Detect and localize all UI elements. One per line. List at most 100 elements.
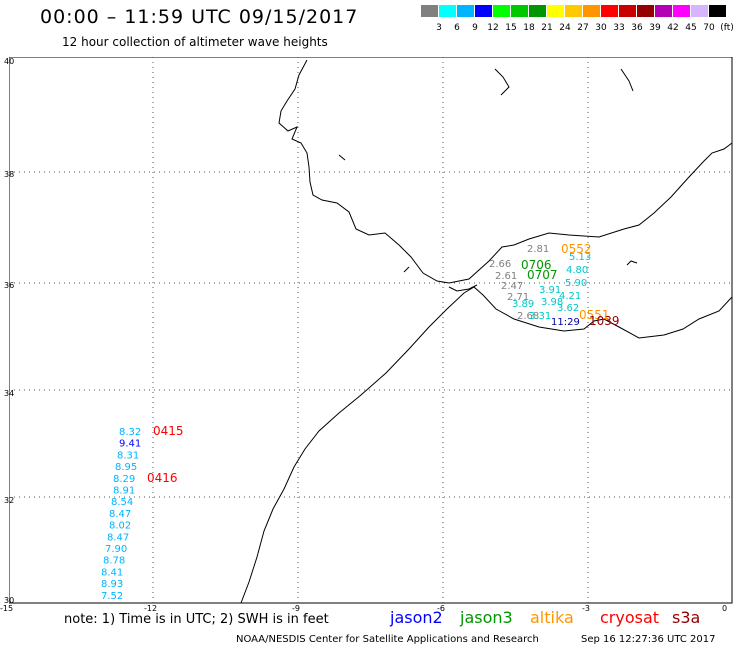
legend-cryosat: cryosat bbox=[600, 608, 660, 627]
lon-label: -6 bbox=[437, 604, 445, 613]
wave-height-label: 3.31 bbox=[529, 311, 551, 322]
wave-height-label: 9.41 bbox=[119, 439, 141, 450]
scale-label: 27 bbox=[577, 23, 589, 33]
wave-height-label: 8.31 bbox=[117, 450, 139, 461]
alboran-gray-values: 2.81 2.662.612.472.71 2.68 bbox=[489, 244, 549, 322]
scale-swatch bbox=[637, 5, 654, 17]
scale-label: 33 bbox=[613, 23, 625, 33]
pass-time-label: 0415 bbox=[153, 424, 184, 438]
scale-swatch bbox=[601, 5, 618, 17]
lat-label: 30 bbox=[4, 596, 15, 605]
scale-swatch bbox=[655, 5, 672, 17]
scale-swatch bbox=[421, 5, 438, 17]
wave-height-label: 7.90 bbox=[105, 544, 127, 555]
scale-label: 12 bbox=[487, 23, 499, 33]
scale-label: 21 bbox=[541, 23, 553, 33]
scale-label: 6 bbox=[454, 23, 460, 33]
pass-time-label: 1039 bbox=[589, 314, 620, 328]
scale-swatch bbox=[529, 5, 546, 17]
timestamp-text: Sep 16 12:27:36 UTC 2017 bbox=[581, 634, 716, 645]
scale-label: 42 bbox=[667, 23, 679, 33]
scale-swatch bbox=[493, 5, 510, 17]
wave-height-label: 2.47 bbox=[501, 281, 523, 292]
scale-swatch bbox=[565, 5, 582, 17]
scale-swatch bbox=[619, 5, 636, 17]
pass-time-label: 0416 bbox=[147, 471, 178, 485]
west-track-values: 8.329.418.318.958.298.918.548.478.028.47… bbox=[101, 427, 141, 602]
scale-label: 30 bbox=[595, 23, 607, 33]
alboran-cyan-values: 5.13 4.80 5.90 4.213.62 3.91 3.89 3.98 3.3111:2… bbox=[512, 252, 591, 328]
coastline bbox=[240, 59, 733, 604]
scale-label: 70 bbox=[703, 23, 715, 33]
scale-label: (ft) bbox=[720, 23, 734, 33]
lat-label: 36 bbox=[4, 281, 15, 290]
pass-time-label: 0552 bbox=[561, 242, 592, 256]
scale-label: 15 bbox=[505, 23, 517, 33]
wave-height-label: 5.90 bbox=[565, 278, 587, 289]
scale-swatch bbox=[439, 5, 456, 17]
wave-height-label: 8.93 bbox=[101, 579, 123, 590]
west-track-times: 0415 0416 bbox=[147, 424, 184, 485]
wave-height-label: 5.13 bbox=[569, 252, 591, 263]
footer-note: note: 1) Time is in UTC; 2) SWH is in fe… bbox=[64, 612, 329, 627]
wave-height-label: 4.21 bbox=[559, 291, 581, 302]
scale-swatch bbox=[547, 5, 564, 17]
scale-label: 36 bbox=[631, 23, 643, 33]
pass-time-label: 0707 bbox=[527, 268, 558, 282]
wave-height-label: 2.61 bbox=[495, 271, 517, 282]
wave-height-label: 2.68 bbox=[517, 311, 539, 322]
lat-label: 32 bbox=[4, 496, 15, 505]
wave-height-label: 2.81 bbox=[527, 244, 549, 255]
lat-label: 34 bbox=[4, 389, 15, 398]
legend-jason2: jason2 bbox=[390, 608, 443, 627]
lon-label: -3 bbox=[582, 604, 590, 613]
pass-time-label: 0551 bbox=[579, 308, 610, 322]
wave-height-label: 4.80 bbox=[566, 265, 588, 276]
wave-height-label: 3.62 bbox=[557, 303, 579, 314]
map-grid bbox=[9, 57, 732, 603]
wave-height-label: 8.47 bbox=[107, 532, 129, 543]
wave-height-map: 8.329.418.318.958.298.918.548.478.028.47… bbox=[9, 57, 733, 604]
legend-altika: altika bbox=[530, 608, 574, 627]
lon-label: -9 bbox=[292, 604, 300, 613]
credit-text: NOAA/NESDIS Center for Satellite Applica… bbox=[236, 634, 539, 645]
scale-label: 9 bbox=[472, 23, 478, 33]
wave-height-label: 3.98 bbox=[541, 297, 563, 308]
lat-label: 38 bbox=[4, 170, 15, 179]
lon-label: -15 bbox=[0, 604, 14, 613]
scale-swatch bbox=[511, 5, 528, 17]
wave-height-label: 2.66 bbox=[489, 259, 511, 270]
scale-swatch bbox=[691, 5, 708, 17]
wave-height-label: 7.52 bbox=[101, 591, 123, 602]
legend-jason3: jason3 bbox=[460, 608, 513, 627]
map-subtitle: 12 hour collection of altimeter wave hei… bbox=[62, 35, 328, 49]
scale-label: 45 bbox=[685, 23, 697, 33]
wave-height-label: 8.91 bbox=[113, 486, 135, 497]
scale-label: 18 bbox=[523, 23, 535, 33]
lon-label: 0 bbox=[722, 604, 728, 613]
wave-height-label: 11:29 bbox=[551, 317, 580, 328]
scale-label: 39 bbox=[649, 23, 661, 33]
wave-height-label: 3.89 bbox=[512, 299, 534, 310]
wave-height-label: 3.91 bbox=[539, 285, 561, 296]
scale-swatch bbox=[475, 5, 492, 17]
wave-height-label: 2.71 bbox=[507, 292, 529, 303]
wave-height-label: 8.29 bbox=[113, 474, 135, 485]
pass-time-label: 0706 bbox=[521, 258, 552, 272]
map-title: 00:00 – 11:59 UTC 09/15/2017 bbox=[40, 6, 359, 28]
wave-height-label: 8.02 bbox=[109, 521, 131, 532]
scale-label: 3 bbox=[436, 23, 442, 33]
wave-height-label: 8.41 bbox=[101, 567, 123, 578]
wave-height-label: 8.95 bbox=[115, 462, 137, 473]
legend-s3a: s3a bbox=[672, 608, 701, 627]
scale-label: 24 bbox=[559, 23, 571, 33]
wave-height-label: 8.32 bbox=[119, 427, 141, 438]
map-frame bbox=[9, 57, 733, 604]
scale-swatch bbox=[583, 5, 600, 17]
scale-swatch bbox=[673, 5, 690, 17]
lon-label: -12 bbox=[144, 604, 158, 613]
lat-label: 40 bbox=[4, 57, 15, 66]
scale-swatch bbox=[709, 5, 726, 17]
scale-swatch bbox=[457, 5, 474, 17]
